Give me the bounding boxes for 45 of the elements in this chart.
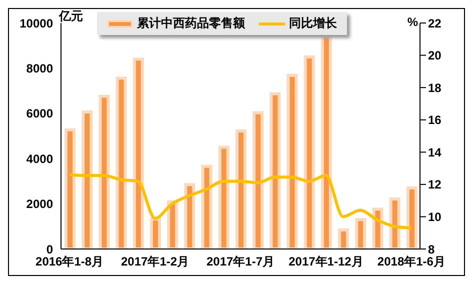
- bar: [167, 200, 178, 249]
- y2-tick-label: 10: [428, 210, 442, 224]
- bar: [98, 94, 110, 249]
- y-axis-title: 亿元: [59, 9, 83, 23]
- y2-tick-label: 12: [428, 178, 442, 192]
- bar: [184, 183, 196, 249]
- x-tick-label: 2017年1-12月: [288, 254, 364, 269]
- y2-tick-label: 8: [428, 242, 435, 256]
- y2-tick-label: 16: [428, 113, 442, 128]
- bar: [355, 218, 366, 249]
- bar: [218, 146, 230, 249]
- y2-tick-label: 14: [428, 145, 442, 160]
- bar: [270, 92, 281, 249]
- bar: [82, 110, 93, 249]
- bar: [235, 130, 246, 249]
- bar: [64, 128, 76, 249]
- bar: [389, 198, 400, 249]
- x-tick-label: 2017年1-2月: [121, 254, 190, 269]
- bar: [338, 228, 350, 249]
- bar: [320, 34, 332, 249]
- bar: [252, 111, 264, 249]
- bar: [201, 164, 212, 249]
- legend-label: 同比增长: [288, 15, 337, 32]
- bar: [372, 208, 384, 249]
- x-tick-label: 2016年1-8月: [36, 254, 104, 269]
- y-tick-label: 8000: [26, 61, 54, 76]
- bar: [304, 55, 315, 249]
- y-tick-label: 10000: [20, 16, 54, 30]
- y2-tick-label: 18: [428, 80, 442, 95]
- y-tick-label: 0: [46, 242, 54, 256]
- y2-tick-label: 20: [428, 48, 442, 63]
- bar: [116, 76, 127, 249]
- line-series: [68, 173, 413, 230]
- y-tick-label: 2000: [26, 197, 54, 212]
- y2-axis-title: %: [407, 15, 418, 29]
- y-tick-label: 6000: [26, 106, 54, 121]
- legend-label: 累计中西药品零售额: [136, 15, 245, 32]
- x-tick-label: 2017年1-7月: [206, 254, 275, 269]
- y-tick-label: 4000: [26, 152, 54, 166]
- y2-tick-label: 22: [428, 16, 442, 30]
- bar: [132, 58, 144, 249]
- x-tick-label: 2018年1-6月: [377, 254, 446, 269]
- bar: [406, 186, 418, 249]
- bar: [150, 217, 161, 249]
- bar: [286, 74, 298, 249]
